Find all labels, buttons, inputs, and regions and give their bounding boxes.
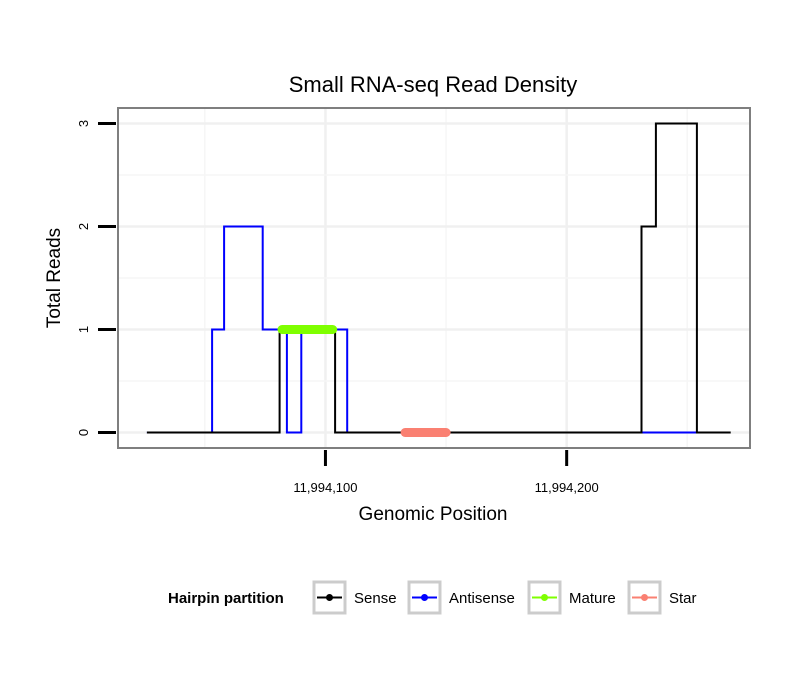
legend-key-point	[641, 594, 648, 601]
plot-border	[117, 107, 751, 449]
y-axis-title: Total Reads	[44, 228, 65, 328]
x-tick-label: 11,994,200	[535, 480, 599, 495]
y-tick-label: 3	[76, 120, 91, 127]
axis-ticks: 0 1 2 3 11,994,100 11,994,200	[76, 120, 599, 495]
chart-title: Small RNA-seq Read Density	[289, 72, 578, 97]
legend-key-point	[421, 594, 428, 601]
x-axis-title: Genomic Position	[359, 504, 508, 525]
y-tick-label: 1	[76, 326, 91, 333]
legend-label-antisense: Antisense	[449, 590, 515, 607]
legend-label-sense: Sense	[354, 590, 397, 607]
legend-title: Hairpin partition	[168, 590, 284, 607]
legend-label-star: Star	[669, 590, 697, 607]
legend: Hairpin partition Sense Antisense Mature St…	[168, 580, 697, 615]
legend-label-mature: Mature	[569, 590, 616, 607]
series-line-sense	[146, 122, 731, 434]
legend-key-point	[326, 594, 333, 601]
y-tick-label: 2	[76, 223, 91, 230]
series-line-antisense	[146, 225, 697, 434]
series-layer	[146, 122, 731, 437]
x-tick-label: 11,994,100	[293, 480, 357, 495]
y-tick-label: 0	[76, 429, 91, 436]
legend-key-point	[541, 594, 548, 601]
